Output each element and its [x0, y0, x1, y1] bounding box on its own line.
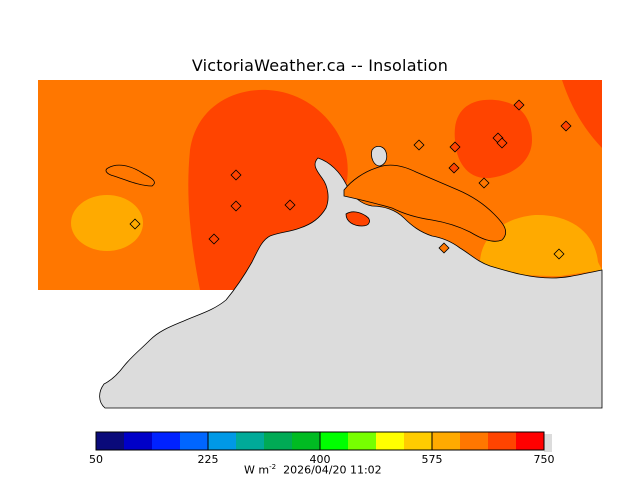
- land-inlet: [371, 146, 388, 167]
- station-marker[interactable]: [438, 242, 450, 254]
- colorbar-swatch: [404, 432, 433, 450]
- station-marker[interactable]: [513, 99, 525, 111]
- colorbar-swatch: [292, 432, 321, 450]
- field-high-northeast: [454, 99, 532, 179]
- station-marker[interactable]: [129, 218, 141, 230]
- station-marker[interactable]: [284, 199, 296, 211]
- colorbar-shadow: [544, 434, 552, 452]
- colorbar-swatch: [348, 432, 377, 450]
- station-marker[interactable]: [553, 248, 565, 260]
- station-marker[interactable]: [230, 200, 242, 212]
- colorbar-swatch: [432, 432, 461, 450]
- station-marker[interactable]: [230, 169, 242, 181]
- station-marker[interactable]: [478, 177, 490, 189]
- colorbar-swatch: [460, 432, 489, 450]
- colorbar-swatches: [96, 432, 552, 452]
- tick-label-50: 50: [89, 453, 103, 466]
- colorbar-swatch: [320, 432, 349, 450]
- field-high-corner: [562, 80, 602, 148]
- land-island-small: [105, 164, 155, 187]
- colorbar-swatch: [208, 432, 237, 450]
- map-title: VictoriaWeather.ca -- Insolation: [191, 56, 449, 75]
- tick-label-575: 575: [421, 453, 443, 466]
- tick-label-225: 225: [197, 453, 219, 466]
- colorbar-swatch: [488, 432, 517, 450]
- station-marker[interactable]: [496, 137, 508, 149]
- timestamp: 2026/04/20 11:02: [283, 463, 382, 477]
- colorbar-swatch: [152, 432, 181, 450]
- units-base: W m: [244, 463, 270, 477]
- land-spit: [345, 211, 370, 227]
- colorbar-swatch: [264, 432, 293, 450]
- station-marker[interactable]: [560, 120, 572, 132]
- units-exponent: -2: [269, 463, 277, 471]
- colorbar-swatch: [180, 432, 209, 450]
- station-markers: [129, 99, 572, 260]
- field-low-west: [71, 195, 143, 251]
- station-marker[interactable]: [448, 162, 460, 174]
- colorbar-swatch: [96, 432, 125, 450]
- colorbar-swatch: [516, 432, 545, 450]
- tick-label-750: 750: [533, 453, 555, 466]
- station-marker[interactable]: [208, 233, 220, 245]
- land-mainland: [99, 157, 603, 409]
- land-peninsula: [343, 164, 507, 242]
- colorbar-swatch: [124, 432, 153, 450]
- station-marker[interactable]: [413, 139, 425, 151]
- station-marker[interactable]: [449, 141, 461, 153]
- colorbar-swatch: [376, 432, 405, 450]
- units-timestamp: W m-2 2026/04/20 11:02: [244, 463, 382, 477]
- colorbar-swatch: [236, 432, 265, 450]
- tick-label-400: 400: [309, 453, 331, 466]
- field-low-southeast: [479, 214, 602, 276]
- colorbar-ticks: [95, 432, 545, 450]
